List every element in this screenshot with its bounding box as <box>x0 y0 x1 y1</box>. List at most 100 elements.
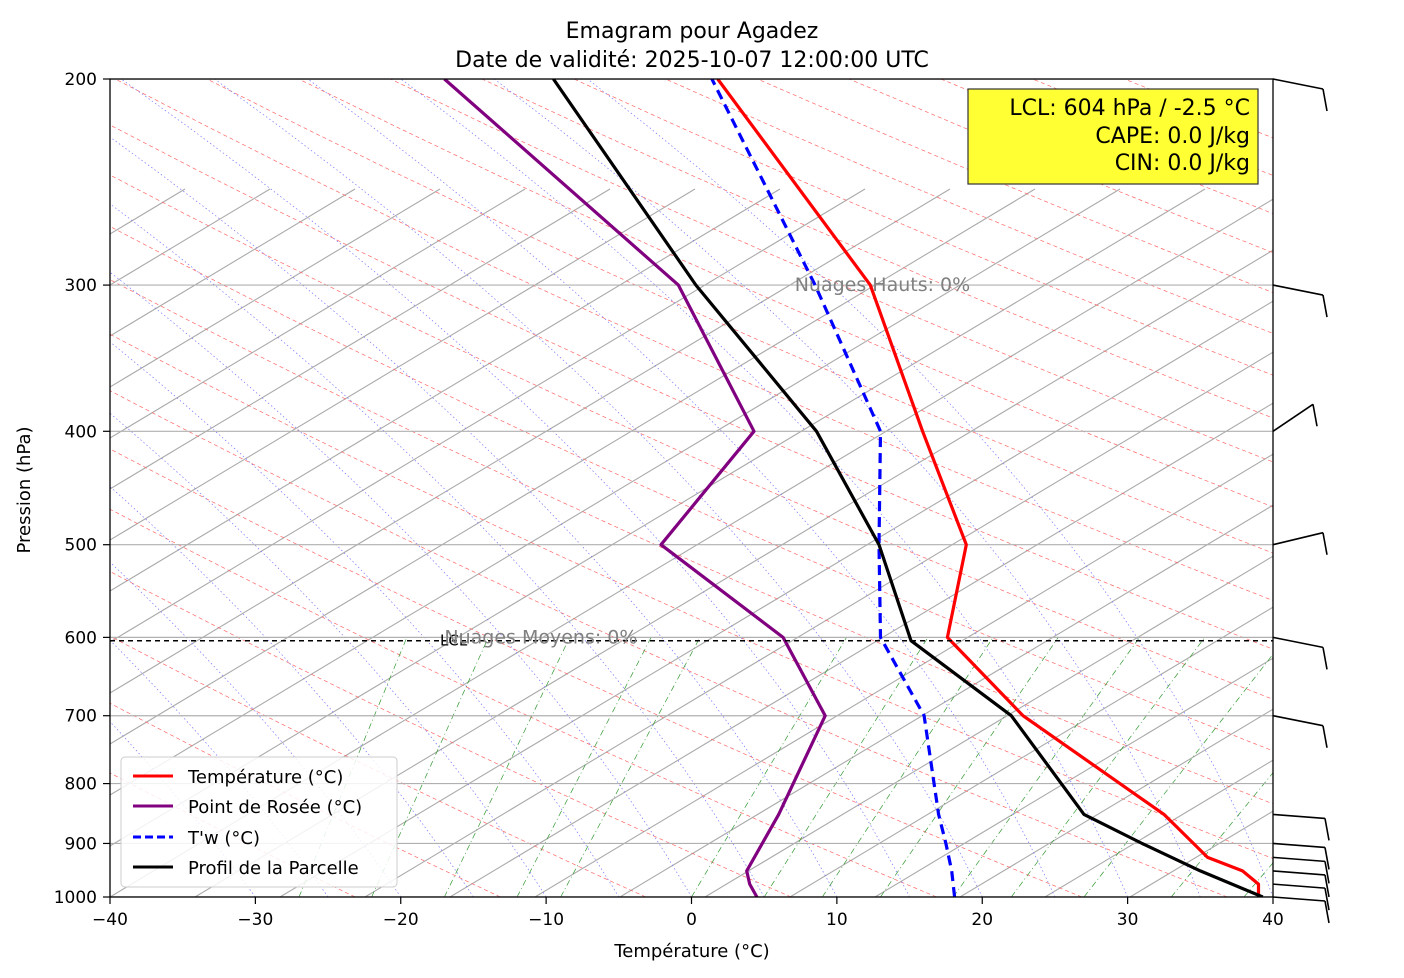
mixing-ratio-line <box>560 637 701 897</box>
chart-title: Emagram pour Agadez <box>566 19 819 44</box>
mixing-ratio-line <box>880 637 1059 897</box>
dry-adiabat-line <box>206 79 1273 554</box>
mixing-ratio-line <box>1331 637 1404 897</box>
wind-barb <box>1272 403 1318 432</box>
y-tick-label: 600 <box>65 628 97 648</box>
x-tick-label: 10 <box>826 910 848 930</box>
y-tick-label: 900 <box>65 834 97 854</box>
wind-barb <box>1272 842 1330 870</box>
wind-barb <box>1272 78 1328 112</box>
wind-barb <box>1272 813 1330 841</box>
dry-adiabat-line <box>298 79 1273 508</box>
chart-subtitle: Date de validité: 2025-10-07 12:00:00 UT… <box>455 48 929 73</box>
x-tick-label: −30 <box>237 910 273 930</box>
dry-adiabat-line <box>115 79 1273 601</box>
wind-barb <box>1272 284 1328 318</box>
isotherm-line <box>364 351 1273 897</box>
y-tick-label: 500 <box>65 536 97 556</box>
y-tick-label: 800 <box>65 775 97 795</box>
y-axis-ticks: 200 300 400 500 600 700 800 900 1000 <box>54 70 110 908</box>
dry-adiabat-line <box>1124 79 1273 139</box>
lcl-marker: LCL <box>110 632 1273 650</box>
data-series <box>443 79 1264 897</box>
mixing-ratio-line <box>1243 862 1273 897</box>
info-box: LCL: 604 hPa / -2.5 °C CAPE: 0.0 J/kg CI… <box>967 88 1259 185</box>
dry-adiabat-line <box>481 79 1273 419</box>
isotherm-line <box>110 188 866 643</box>
mixing-ratio-line <box>1011 637 1206 897</box>
isotherm-line <box>110 188 951 694</box>
isotherm-line <box>959 708 1273 897</box>
y-tick-label: 200 <box>65 70 97 90</box>
y-tick-label: 300 <box>65 276 97 296</box>
isotherm-line <box>449 402 1273 897</box>
x-tick-label: −20 <box>383 910 419 930</box>
lcl-label: LCL <box>440 632 468 650</box>
series-line-0 <box>716 79 1261 897</box>
legend: Température (°C) Point de Rosée (°C) T'w… <box>120 756 398 888</box>
wind-barb <box>1272 883 1330 911</box>
info-cin-text: CIN: 0.0 J/kg <box>1115 151 1250 176</box>
mixing-ratio-line <box>371 637 489 897</box>
isotherm-line <box>110 188 356 337</box>
moist-adiabat-line <box>400 79 1128 897</box>
dry-adiabat-line <box>1032 79 1273 176</box>
x-axis-label: Température (°C) <box>613 941 769 962</box>
isotherm-line <box>279 300 1273 897</box>
x-tick-label: 0 <box>686 910 697 930</box>
y-tick-label: 700 <box>65 707 97 727</box>
isotherm-line <box>874 657 1273 897</box>
x-tick-label: 20 <box>971 910 993 930</box>
dry-adiabat-line <box>390 79 1273 463</box>
x-tick-label: 30 <box>1117 910 1139 930</box>
y-axis-label: Pression (hPa) <box>14 426 35 553</box>
dry-adiabat-line <box>665 79 1273 334</box>
x-axis-ticks: −40 −30 −20 −10 0 10 20 30 40 <box>92 897 1284 930</box>
isotherm-line <box>110 188 696 541</box>
isotherm-line <box>1044 759 1273 897</box>
series-line-3 <box>552 79 1264 897</box>
cloud-annotation: Nuages Moyens: 0% <box>444 626 637 648</box>
isotherm-line <box>1129 810 1273 897</box>
info-box-background <box>967 88 1259 185</box>
wind-barb <box>1272 636 1328 670</box>
isotherm-line <box>110 188 781 592</box>
legend-label-dewpoint: Point de Rosée (°C) <box>188 797 362 818</box>
x-tick-label: −40 <box>92 910 128 930</box>
dry-adiabat-line <box>110 333 1273 859</box>
cloud-annotations: Nuages Hauts: 0% Nuages Moyens: 0% <box>444 274 970 648</box>
wind-barb <box>1272 896 1330 924</box>
isotherm-line <box>110 188 611 490</box>
moist-adiabat-line <box>214 79 983 897</box>
info-cape-text: CAPE: 0.0 J/kg <box>1095 124 1250 149</box>
mixing-ratio-line <box>1170 772 1273 897</box>
dry-adiabat-line <box>573 79 1273 376</box>
info-lcl-text: LCL: 604 hPa / -2.5 °C <box>1009 96 1250 121</box>
dry-adiabat-line <box>110 508 937 897</box>
legend-label-wetbulb: T'w (°C) <box>187 828 260 849</box>
moist-adiabat-line <box>307 79 1056 897</box>
moist-adiabat-line <box>587 79 1273 897</box>
mixing-ratio-line <box>444 637 571 897</box>
mixing-ratio-line <box>952 637 1140 897</box>
series-line-1 <box>443 79 827 897</box>
y-tick-label: 1000 <box>54 888 97 908</box>
wind-barbs <box>1272 78 1330 924</box>
isotherm-line <box>704 555 1273 897</box>
wind-barb <box>1272 531 1328 555</box>
isotherm-line <box>789 606 1273 897</box>
mixing-ratio-line <box>822 637 994 897</box>
wind-barb <box>1272 870 1330 898</box>
series-line-2 <box>710 79 957 897</box>
isotherm-line <box>534 453 1273 897</box>
wind-barb <box>1272 714 1328 748</box>
isotherm-line <box>110 188 1036 745</box>
y-tick-label: 400 <box>65 422 97 442</box>
legend-box <box>120 756 398 888</box>
mixing-ratio-line <box>1083 653 1273 897</box>
wind-barb <box>1272 856 1330 884</box>
legend-label-parcel: Profil de la Parcelle <box>188 858 359 879</box>
mixing-ratio-line <box>516 637 652 897</box>
isotherm-line <box>619 504 1273 897</box>
